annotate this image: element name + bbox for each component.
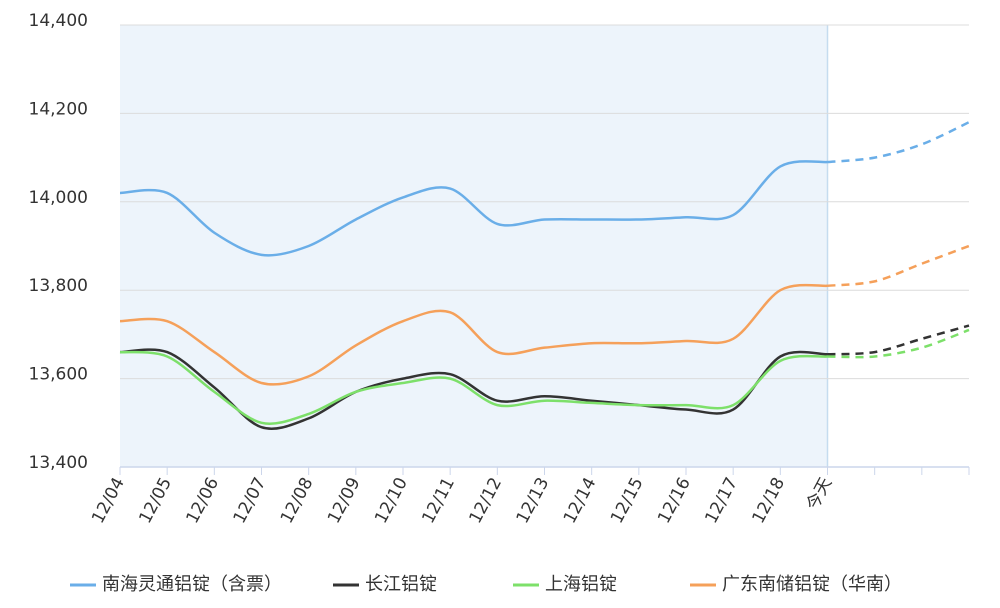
y-tick-label: 14,200: [29, 99, 88, 119]
x-tick-label: 12/12: [465, 474, 506, 527]
x-tick-label: 12/17: [701, 474, 742, 527]
legend-label: 南海灵通铝锭（含票）: [102, 574, 282, 595]
forecast-line: [827, 328, 970, 359]
legend-label: 长江铝锭: [365, 574, 437, 595]
y-tick-label: 13,400: [29, 453, 88, 473]
x-tick-label: 12/05: [135, 474, 176, 527]
legend: 南海灵通铝锭（含票） 长江铝锭 上海铝锭 广东南储铝锭（华南）: [70, 574, 902, 595]
x-tick-label: 12/18: [748, 474, 789, 527]
y-tick-label: 13,800: [29, 276, 88, 296]
x-tick-label: 12/15: [607, 474, 648, 527]
y-tick-label: 14,400: [29, 11, 88, 31]
series-line: [119, 160, 828, 257]
y-tick-label: 14,000: [29, 188, 88, 208]
x-tick-label: 12/06: [182, 474, 223, 527]
x-tick-label: 12/16: [654, 474, 695, 527]
legend-label: 广东南储铝锭（华南）: [722, 574, 902, 595]
x-tick-label: 12/09: [324, 474, 365, 527]
y-tick-label: 13,600: [29, 365, 88, 385]
legend-label: 上海铝锭: [545, 574, 617, 595]
x-tick-label: 12/13: [513, 474, 554, 527]
series-line: [119, 350, 828, 425]
x-tick-label: 12/11: [418, 474, 459, 527]
series-line: [119, 283, 828, 386]
x-tick-label: 12/07: [230, 474, 271, 527]
x-tick-label: 今天: [803, 474, 837, 513]
x-tick-label: 12/04: [88, 474, 129, 527]
forecast-line: [827, 324, 970, 356]
x-tick-label: 12/08: [277, 474, 318, 527]
forecast-line: [827, 244, 970, 288]
x-tick-label: 12/10: [371, 474, 412, 527]
x-tick-label: 12/14: [560, 474, 601, 527]
forecast-line: [827, 121, 970, 164]
